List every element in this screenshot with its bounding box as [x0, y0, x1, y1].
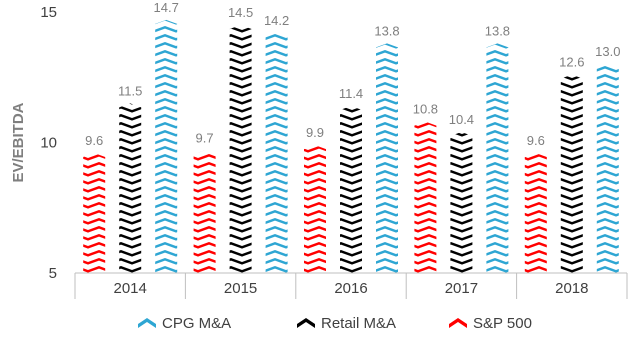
legend-label-cpg-manda: CPG M&A — [162, 315, 231, 332]
bar-cpg-manda-2017 — [486, 43, 509, 273]
legend-cpg-manda-icon — [138, 318, 156, 328]
data-label-cpg-manda-2014: 14.7 — [154, 0, 179, 15]
x-tick-label-2016: 2016 — [334, 280, 367, 297]
legend-retail-manda-icon — [297, 318, 315, 328]
x-tick-label-2017: 2017 — [445, 280, 478, 297]
data-label-sandp-500-2014: 9.6 — [85, 133, 103, 148]
bar-retail-manda-2016 — [340, 105, 362, 274]
bar-cpg-manda-2018 — [596, 64, 619, 273]
x-tick-label-2014: 2014 — [114, 280, 147, 297]
data-label-cpg-manda-2016: 13.8 — [374, 23, 399, 38]
bar-cpg-manda-2014 — [155, 19, 178, 273]
bar-sandp-500-2016 — [304, 145, 326, 273]
data-label-sandp-500-2015: 9.7 — [196, 130, 214, 145]
data-label-sandp-500-2018: 9.6 — [527, 133, 545, 148]
data-label-cpg-manda-2015: 14.2 — [264, 13, 289, 28]
y-tick-label-5: 5 — [49, 265, 57, 282]
bar-sandp-500-2014 — [83, 152, 106, 273]
x-tick-label-2018: 2018 — [555, 280, 588, 297]
data-label-cpg-manda-2018: 13.0 — [595, 44, 620, 59]
legend-sandp-500-icon — [449, 318, 467, 328]
y-tick-label-15: 15 — [40, 4, 57, 21]
bar-cpg-manda-2015 — [265, 32, 288, 273]
bar-retail-manda-2017 — [450, 132, 473, 273]
legend: CPG M&A Retail M&A S&P 500 — [138, 315, 532, 332]
bar-retail-manda-2014 — [119, 103, 142, 273]
x-tick-label-2015: 2015 — [224, 280, 257, 297]
data-label-sandp-500-2016: 9.9 — [306, 125, 324, 140]
data-label-retail-manda-2018: 12.6 — [559, 55, 584, 70]
y-axis-title: EV/EBITDA — [10, 102, 27, 182]
legend-label-retail-manda: Retail M&A — [321, 315, 396, 332]
bar-retail-manda-2015 — [229, 25, 252, 273]
axes: 2014 2015 2016 2017 2018 5 10 15 EV/EBITDA — [10, 4, 628, 299]
data-label-cpg-manda-2017: 13.8 — [485, 23, 510, 38]
data-label-retail-manda-2017: 10.4 — [449, 112, 474, 127]
plot-area: 9.6 11.5 14.7 9.7 14.5 14.2 9.9 11.4 13.8 10.8 10.… — [83, 0, 620, 274]
bar-cpg-manda-2016 — [376, 43, 398, 273]
legend-label-sandp-500: S&P 500 — [473, 315, 532, 332]
data-label-sandp-500-2017: 10.8 — [413, 102, 438, 117]
data-label-retail-manda-2014: 11.5 — [118, 83, 142, 98]
bar-retail-manda-2018 — [560, 74, 583, 273]
bar-sandp-500-2017 — [414, 121, 437, 274]
data-label-retail-manda-2015: 14.5 — [228, 5, 253, 20]
bar-sandp-500-2015 — [193, 150, 216, 273]
data-label-retail-manda-2016: 11.4 — [339, 86, 363, 101]
bar-sandp-500-2018 — [524, 152, 547, 273]
y-tick-label-10: 10 — [40, 135, 57, 152]
